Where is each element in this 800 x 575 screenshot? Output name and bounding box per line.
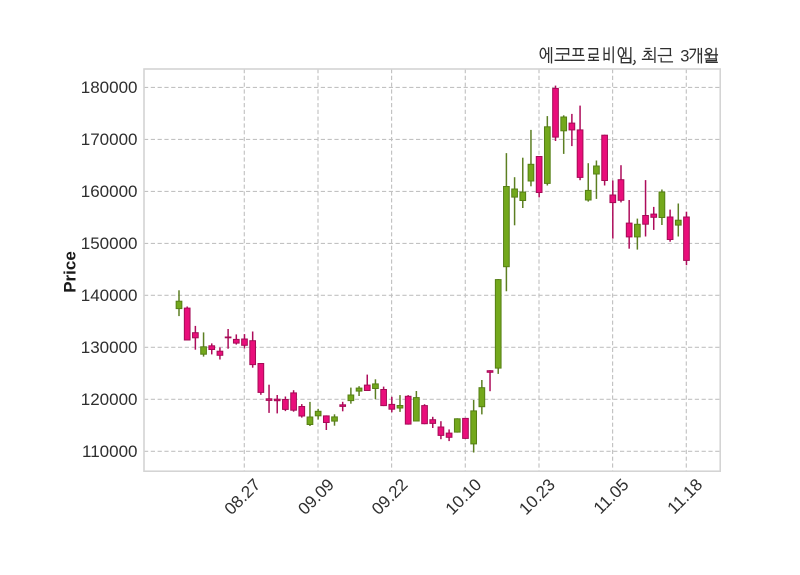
svg-text:110000: 110000 (82, 442, 137, 461)
svg-text:170000: 170000 (81, 130, 138, 149)
svg-text:180000: 180000 (81, 78, 138, 97)
svg-text:160000: 160000 (81, 182, 138, 201)
svg-text:150000: 150000 (81, 234, 138, 253)
svg-text:Price: Price (61, 251, 80, 293)
svg-text:130000: 130000 (81, 338, 138, 357)
svg-text:120000: 120000 (81, 390, 138, 409)
svg-text:3: 3 (680, 47, 689, 65)
svg-text:140000: 140000 (81, 286, 138, 305)
